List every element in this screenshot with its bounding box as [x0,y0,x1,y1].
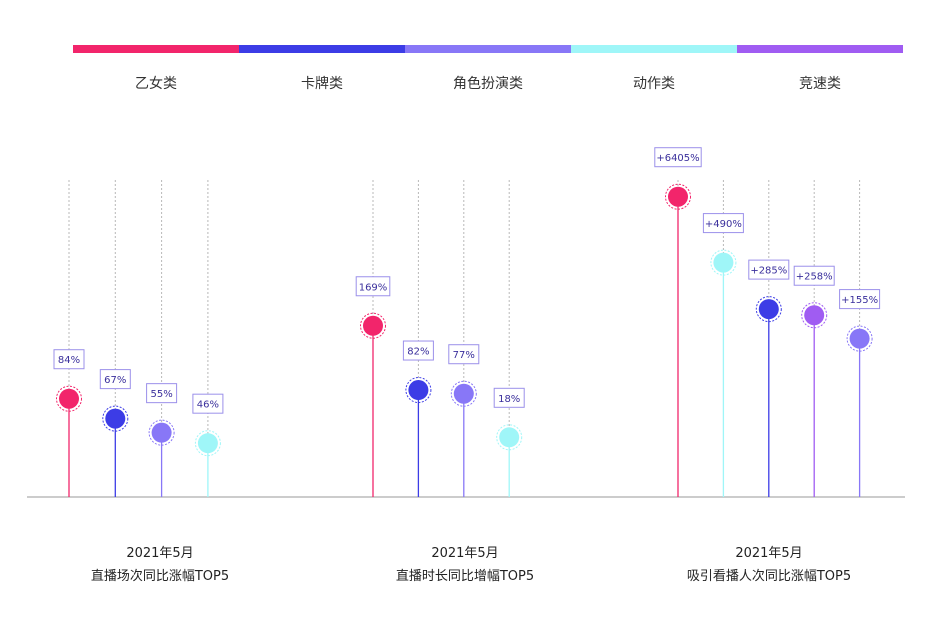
point-ring [665,183,691,210]
point-ring [56,385,82,412]
value-label-box [192,393,224,414]
legend-label: 乙女类 [135,75,177,92]
legend-label: 卡牌类 [301,75,343,92]
legend-label: 动作类 [633,76,675,92]
value-label-box [702,213,744,234]
value-label: +6405% [656,153,699,164]
point-ring [755,296,782,323]
value-label-box [839,289,881,310]
data-point [197,433,218,454]
chart-caption-title: 直播时长同比增幅TOP5 [396,569,534,584]
data-point [453,383,474,404]
value-label: 46% [197,400,219,411]
value-label-box [53,349,85,370]
data-point [758,299,779,320]
data-point [499,427,520,448]
value-label: 77% [453,350,475,361]
point-ring [360,312,386,339]
point-ring [801,302,828,329]
value-label: 84% [58,355,80,366]
point-ring [194,430,221,457]
chart-group: +6405% +490% +285% +258% +155% 2021年5月吸引看播人次同… [654,147,881,584]
legend-label: 角色扮演类 [453,75,523,92]
value-label-box [793,265,835,286]
value-label-box [99,369,131,390]
chart-caption-title: 吸引看播人次同比涨幅TOP5 [687,568,851,584]
legend-swatch [737,45,903,53]
value-label: 82% [407,347,429,358]
value-label-box [146,383,178,404]
data-point [713,252,734,273]
chart-caption-date: 2021年5月 [126,546,193,561]
value-label: 55% [150,389,172,400]
legend-swatch [73,45,239,53]
data-point [668,186,688,207]
point-ring [450,380,477,407]
value-label-box [402,340,434,361]
value-label: 169% [359,282,388,293]
value-label: +490% [705,219,742,230]
value-label-box [355,276,391,297]
value-label-box [493,387,525,408]
value-label-box [448,344,480,365]
point-ring [496,424,523,451]
chart-caption-title: 直播场次同比涨幅TOP5 [91,568,229,584]
data-point [363,315,383,336]
data-point [408,380,429,401]
legend-label: 竞速类 [799,75,841,92]
legend: 乙女类 卡牌类 角色扮演类 动作类 竞速类 [73,45,903,92]
data-point [105,408,126,429]
value-label-box [654,147,702,168]
point-ring [102,405,129,432]
value-label-box [748,259,790,280]
chart-caption-date: 2021年5月 [735,546,802,561]
value-label: +155% [841,295,878,306]
point-ring [710,249,737,276]
legend-swatch [239,45,405,53]
data-point [59,388,79,409]
point-ring [148,419,175,446]
chart-caption-date: 2021年5月 [431,546,498,561]
point-ring [405,377,432,404]
value-label: +258% [796,272,833,283]
data-point [849,328,870,349]
value-label: 67% [104,375,126,386]
data-point [804,305,825,326]
value-label: 18% [498,394,520,405]
value-label: +285% [750,266,787,277]
legend-swatch [571,45,737,53]
point-ring [846,325,873,352]
data-point [151,422,172,443]
legend-swatch [405,45,571,53]
